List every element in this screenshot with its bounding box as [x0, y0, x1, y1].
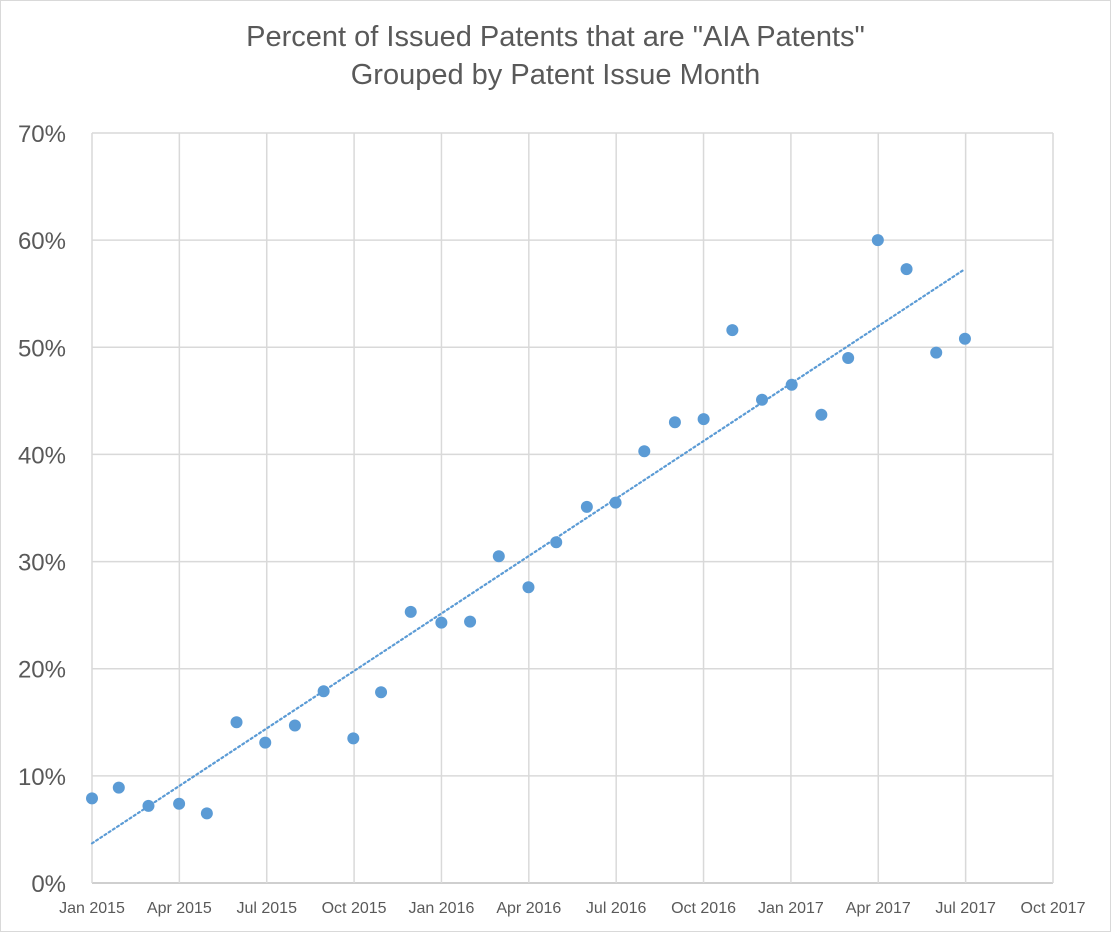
data-point	[318, 685, 330, 697]
x-tick-label: Jan 2017	[758, 900, 824, 917]
data-point	[786, 379, 798, 391]
x-tick-label: Apr 2017	[846, 900, 911, 917]
data-point	[142, 800, 154, 812]
y-tick-label: 20%	[18, 657, 66, 684]
data-point	[259, 737, 271, 749]
x-tick-label: Apr 2015	[147, 900, 212, 917]
x-tick-label: Jul 2016	[586, 900, 647, 917]
x-tick-label: Apr 2016	[496, 900, 561, 917]
x-tick-label: Jan 2015	[59, 900, 125, 917]
data-point	[930, 347, 942, 359]
x-tick-label: Jul 2017	[935, 900, 996, 917]
y-tick-label: 50%	[18, 335, 66, 362]
data-point	[86, 792, 98, 804]
y-tick-label: 70%	[18, 121, 66, 148]
y-tick-label: 0%	[31, 871, 66, 898]
y-tick-label: 60%	[18, 228, 66, 255]
data-point	[435, 617, 447, 629]
x-tick-label: Oct 2017	[1021, 900, 1086, 917]
x-tick-label: Oct 2016	[671, 900, 736, 917]
x-tick-label: Jan 2016	[409, 900, 475, 917]
x-tick-label: Jul 2015	[236, 900, 297, 917]
data-point	[638, 445, 650, 457]
data-point	[522, 581, 534, 593]
y-tick-label: 40%	[18, 442, 66, 469]
data-point	[901, 263, 913, 275]
gridlines	[92, 133, 1053, 883]
data-point	[231, 716, 243, 728]
data-point	[872, 234, 884, 246]
y-tick-label: 10%	[18, 764, 66, 791]
y-tick-label: 30%	[18, 550, 66, 577]
data-point	[289, 720, 301, 732]
data-point	[201, 807, 213, 819]
data-point	[347, 732, 359, 744]
data-point	[698, 413, 710, 425]
data-point	[842, 352, 854, 364]
data-point	[173, 798, 185, 810]
data-point	[756, 394, 768, 406]
x-axis-ticks: Jan 2015 Apr 2015 Jul 2015 Oct 2015 Jan 2016…	[59, 900, 1085, 917]
data-point	[726, 324, 738, 336]
data-point	[113, 782, 125, 794]
y-axis-ticks: 0% 10% 20% 30% 40% 50% 60% 70%	[18, 121, 66, 898]
data-point	[375, 686, 387, 698]
data-point	[581, 501, 593, 513]
data-point	[405, 606, 417, 618]
data-point	[959, 333, 971, 345]
data-point	[550, 536, 562, 548]
data-point	[815, 409, 827, 421]
x-tick-label: Oct 2015	[322, 900, 387, 917]
data-point	[493, 550, 505, 562]
data-point	[464, 616, 476, 628]
data-point	[610, 497, 622, 509]
data-point	[669, 416, 681, 428]
